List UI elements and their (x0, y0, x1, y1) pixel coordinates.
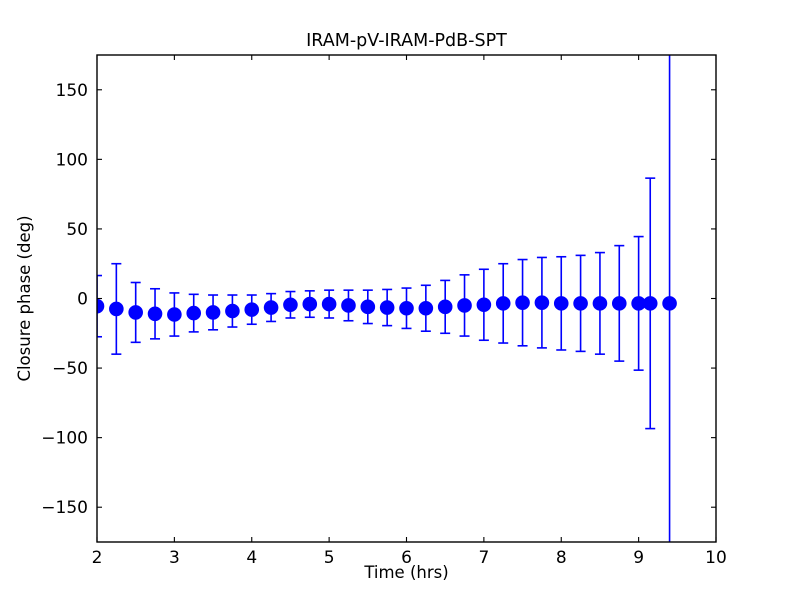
data-point-marker (573, 296, 588, 311)
data-point-marker (476, 297, 492, 313)
data-point-marker (341, 298, 356, 313)
x-tick-label: 6 (401, 548, 412, 568)
data-point-marker (167, 307, 182, 322)
data-point-marker (662, 296, 677, 311)
data-point-marker (283, 297, 298, 313)
data-point-marker (515, 295, 530, 310)
data-point-marker (186, 305, 202, 321)
data-point-marker (495, 296, 511, 311)
y-axis-ticks: −150 −100 −50 0 50 100 150 (41, 81, 716, 518)
y-tick-label: 100 (56, 150, 88, 170)
data-point-marker (534, 295, 550, 310)
data-point-marker (244, 302, 260, 317)
x-tick-label: 3 (169, 548, 180, 568)
data-point-marker (642, 296, 658, 311)
data-point-marker (321, 296, 337, 312)
data-point-marker (109, 301, 124, 317)
y-tick-label: 50 (66, 220, 88, 240)
data-point-marker (457, 298, 472, 313)
y-tick-label: 150 (56, 81, 88, 101)
data-point-marker (263, 300, 279, 315)
x-tick-label: 7 (478, 548, 489, 568)
y-tick-label: 0 (77, 290, 88, 310)
data-point-marker (399, 300, 414, 316)
chart-title: IRAM-pV-IRAM-PdB-SPT (306, 31, 507, 51)
y-tick-label: −150 (41, 498, 88, 518)
data-point-marker (437, 299, 453, 315)
series-closure-phase (97, 55, 677, 542)
data-point-marker (379, 300, 395, 315)
data-point-marker (302, 296, 318, 312)
y-tick-label: −100 (41, 429, 88, 449)
y-tick-label: −50 (52, 359, 88, 379)
data-point-marker (205, 305, 221, 320)
data-point-marker (553, 296, 569, 311)
data-point-marker (225, 303, 240, 319)
data-point-marker (128, 305, 143, 320)
data-series-layer (97, 55, 677, 542)
data-point-marker (97, 298, 105, 314)
x-tick-label: 4 (246, 548, 257, 568)
x-tick-label: 5 (324, 548, 335, 568)
x-tick-label: 8 (556, 548, 567, 568)
x-tick-label: 10 (705, 548, 727, 568)
x-tick-label: 2 (92, 548, 103, 568)
data-point-marker (360, 299, 376, 315)
axes-frame (96, 54, 717, 543)
x-tick-label: 9 (633, 548, 644, 568)
data-point-marker (611, 296, 627, 311)
data-point-marker (147, 306, 163, 322)
data-point-marker (418, 300, 434, 316)
x-axis-label: Time (hrs) (363, 563, 448, 582)
y-axis-label: Closure phase (deg) (15, 215, 34, 381)
data-point-marker (592, 296, 608, 311)
x-axis-ticks: 2 3 4 5 6 7 8 9 10 (92, 55, 727, 568)
